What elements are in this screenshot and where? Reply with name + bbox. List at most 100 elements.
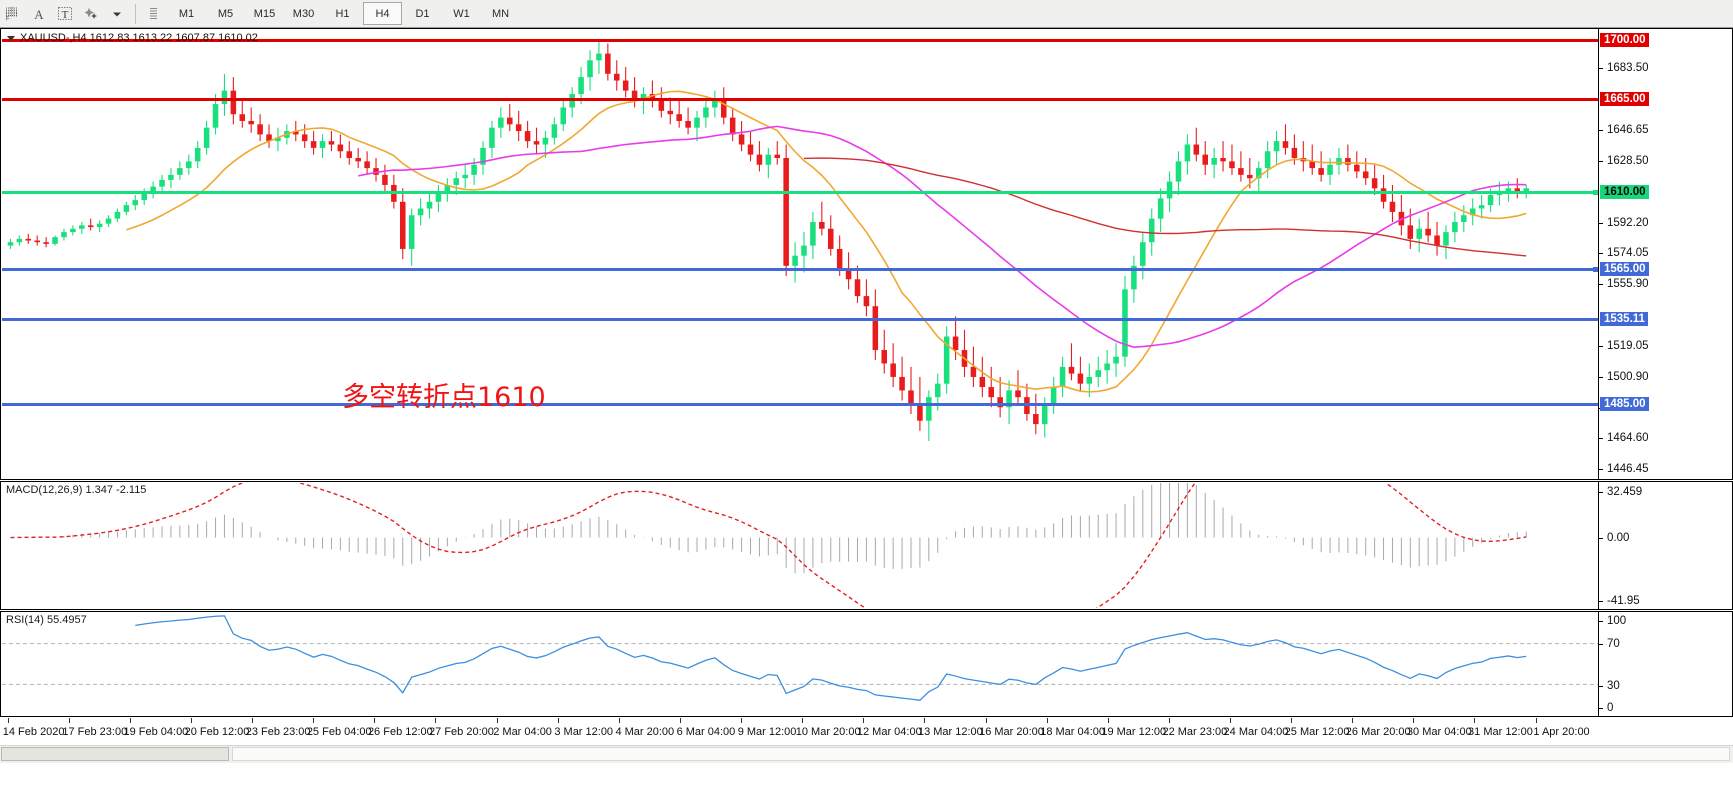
symbol-header-text: XAUUSD-,H4 1612.83 1613.22 1607.87 1610.… [20,32,258,44]
rsi-axis-label: 100 [1607,615,1627,627]
price-level-tag[interactable]: 1700.00 [1600,33,1649,48]
price-canvas [7,40,1529,441]
time-axis-label: 1 Apr 20:00 [1533,726,1590,738]
macd-axis-label: -41.95 [1607,595,1640,607]
timeframe-h1[interactable]: H1 [335,7,350,20]
text-box-icon[interactable]: T [52,3,78,25]
price-level-tag[interactable]: 1485.00 [1600,396,1649,411]
text-label-icon[interactable]: A [26,3,52,25]
time-axis-tick [802,718,804,723]
time-axis-tick [7,718,9,723]
collapse-caret-icon[interactable] [7,35,15,41]
time-axis-label: 23 Feb 23:00 [245,726,311,738]
macd-pane[interactable]: MACD(12,26,9) 1.347 -2.115 32.459 0.00 -41… [0,481,1733,610]
symbol-header: XAUUSD-,H4 1612.83 1613.22 1607.87 1610.… [7,32,258,44]
price-axis-label: 1574.05 [1607,247,1649,260]
time-axis-tick [435,718,437,723]
price-axis-tick [1599,130,1603,132]
price-axis-label: 1555.90 [1607,277,1649,290]
level-line-support[interactable] [2,402,1598,406]
timeframe-mn[interactable]: MN [491,7,510,20]
price-level-tag[interactable]: 1665.00 [1600,92,1649,107]
price-axis-label: 1446.45 [1607,463,1649,476]
timeframe-w1[interactable]: W1 [453,7,470,20]
time-axis-label: 2 Mar 04:00 [493,726,552,738]
price-axis-label: 1628.50 [1607,155,1649,168]
timeframe-h4[interactable]: H4 [363,2,402,25]
crosshair-grid-icon[interactable]: F [0,3,26,25]
time-axis-label: 22 Mar 23:00 [1162,726,1228,738]
price-axis-label: 1519.05 [1607,340,1649,353]
time-axis-tick [985,718,987,723]
time-axis-tick [252,718,254,723]
price-axis-tick [1599,469,1603,471]
time-axis-tick [1107,718,1109,723]
timeframe-m5[interactable]: M5 [217,7,234,20]
objects-icon[interactable] [78,3,104,25]
time-axis-tick [741,718,743,723]
time-axis-tick [313,718,315,723]
time-axis-label: 19 Mar 12:00 [1101,726,1167,738]
macd-axis-label: 32.459 [1607,486,1643,498]
level-line-resistance[interactable] [2,39,1598,43]
timeframe-bar: M1 M5 M15 M30 H1 H4 D1 W1 MN [167,2,520,25]
time-axis-label: 13 Mar 12:00 [917,726,983,738]
svg-text:A: A [34,7,44,21]
rsi-pane[interactable]: RSI(14) 55.4957 100 70 30 0 [0,611,1733,717]
level-line-support[interactable] [2,318,1598,322]
price-level-tag[interactable]: 1535.11 [1600,312,1648,327]
time-axis-tick [1413,718,1415,723]
time-axis-tick [1474,718,1476,723]
level-line-resistance[interactable] [2,98,1598,102]
price-axis-label: 1683.50 [1607,62,1649,75]
dropdown-arrow-icon[interactable] [104,3,130,25]
price-level-tag[interactable]: 1565.00 [1600,261,1649,276]
price-plot[interactable]: 多空转折点1610 [2,30,1598,478]
time-axis-tick [618,718,620,723]
scrollbar-thumb-left[interactable] [1,747,229,761]
timeframe-m15[interactable]: M15 [253,7,276,20]
time-axis-label: 14 Feb 2020 [2,726,65,738]
time-axis-label: 10 Mar 20:00 [795,726,861,738]
price-axis-label: 1592.20 [1607,216,1649,229]
time-axis-label: 17 Feb 23:00 [62,726,128,738]
time-axis-tick [496,718,498,723]
scrollbar-track-right[interactable] [232,747,1730,761]
timeframe-d1[interactable]: D1 [415,7,430,20]
price-level-tag[interactable]: 1610.00 [1600,185,1649,200]
time-axis-tick [924,718,926,723]
macd-axis-tick [1599,492,1603,493]
time-axis-label: 9 Mar 12:00 [737,726,797,738]
time-axis-label: 6 Mar 04:00 [676,726,736,738]
top-toolbar: F A T M1 M5 M15 M30 H1 H4 D1 W1 MN [0,0,1733,28]
rsi-canvas [2,615,1598,701]
toolbar-divider [135,3,136,24]
price-axis-tick [1599,222,1603,224]
macd-axis-tick [1599,538,1603,540]
price-pane[interactable]: XAUUSD-,H4 1612.83 1613.22 1607.87 1610.… [0,28,1733,480]
time-axis-tick [129,718,131,723]
timeframe-m30[interactable]: M30 [292,7,315,20]
rsi-axis: 100 70 30 0 [1598,612,1732,716]
level-line-support[interactable] [2,267,1598,271]
level-line-pivot[interactable] [2,191,1598,195]
time-axis-label: 4 Mar 20:00 [615,726,675,738]
time-axis-tick [1168,718,1170,723]
rsi-axis-tick [1599,685,1603,687]
svg-text:F: F [6,16,10,21]
rsi-axis-tick [1599,708,1603,709]
price-axis-tick [1599,283,1603,285]
time-axis-label: 27 Feb 20:00 [429,726,494,738]
price-axis-tick [1599,68,1603,70]
macd-label: MACD(12,26,9) 1.347 -2.115 [6,484,147,496]
time-axis-label: 30 Mar 04:00 [1406,726,1472,738]
macd-canvas [10,483,1527,608]
price-axis-label: 1646.65 [1607,124,1649,137]
candlestick-series [7,40,1529,441]
time-axis-label: 12 Mar 04:00 [856,726,922,738]
horizontal-scrollbar[interactable] [0,745,1733,763]
price-axis[interactable]: 1700.00 1683.50 1665.00 1646.65 1628.50 1610.… [1598,29,1732,479]
timeframe-m1[interactable]: M1 [178,7,195,20]
time-axis-tick [557,718,559,723]
time-axis-tick [1352,718,1354,723]
